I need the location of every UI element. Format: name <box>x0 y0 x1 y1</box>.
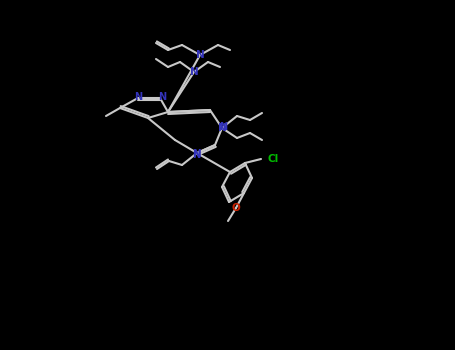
Text: Cl: Cl <box>267 154 278 164</box>
Text: N: N <box>196 50 204 60</box>
Text: N: N <box>217 123 227 133</box>
Text: N: N <box>192 150 200 160</box>
Text: O: O <box>232 203 240 213</box>
Text: N: N <box>190 67 198 77</box>
Text: N: N <box>158 92 166 102</box>
Text: N: N <box>192 149 202 159</box>
Text: N: N <box>219 122 227 132</box>
Text: N: N <box>134 92 142 102</box>
